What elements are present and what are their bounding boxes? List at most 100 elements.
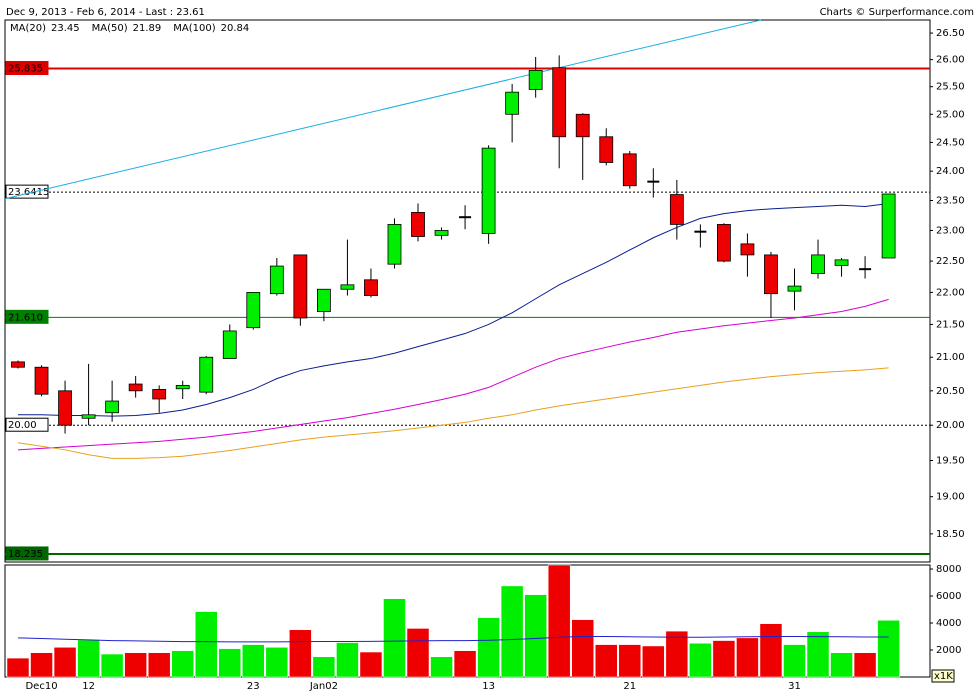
candle-body xyxy=(834,259,849,266)
candle-body xyxy=(881,193,896,259)
volume-bar xyxy=(571,619,594,678)
x-tick-label: 12 xyxy=(82,681,95,692)
legend-name: MA(20) xyxy=(10,23,46,34)
volume-bar xyxy=(6,657,30,678)
y-tick-label: 26.50 xyxy=(936,28,965,39)
x-tick-label: Dec10 xyxy=(25,681,57,692)
volume-bar xyxy=(336,642,359,678)
level-label: 25.835 xyxy=(8,63,43,74)
y-tick-label: 23.00 xyxy=(936,225,965,236)
volume-bar xyxy=(759,623,783,678)
volume-bar xyxy=(595,644,618,678)
candle-body xyxy=(740,243,755,256)
x-tick-label: 21 xyxy=(623,681,636,692)
volume-bar xyxy=(265,647,289,678)
candle-body xyxy=(11,361,25,368)
trendline xyxy=(4,19,761,200)
volume-bar xyxy=(524,594,547,678)
y-tick-label: 20.00 xyxy=(936,420,965,431)
y-tick-label: 25.50 xyxy=(936,82,965,93)
level-label-box xyxy=(5,546,49,561)
y-tick-label: 23.50 xyxy=(936,195,965,206)
volume-bar xyxy=(547,564,571,678)
candle-body xyxy=(81,414,96,419)
candle-body xyxy=(811,254,825,274)
legend-value: 21.89 xyxy=(133,23,162,34)
candle-body xyxy=(58,390,72,426)
volume-bar xyxy=(877,620,900,678)
candle-body xyxy=(717,224,731,262)
x-tick-label: Jan02 xyxy=(309,681,338,692)
y-tick-label: 8000 xyxy=(936,564,961,575)
legend-name: MA(100) xyxy=(173,23,215,34)
volume-bar xyxy=(100,653,124,678)
candle-body xyxy=(622,153,637,187)
legend-value: 23.45 xyxy=(51,23,80,34)
y-tick-label: 21.00 xyxy=(936,352,965,363)
candle-body xyxy=(599,136,614,163)
level-label-box xyxy=(5,417,49,432)
volume-bar xyxy=(783,644,806,678)
candle-body xyxy=(505,91,520,115)
y-tick-label: 22.00 xyxy=(936,287,965,298)
volume-bar xyxy=(500,585,524,678)
candle-body xyxy=(364,279,378,296)
volume-bar xyxy=(618,644,642,678)
candle-body xyxy=(152,389,167,400)
y-tick-label: 24.50 xyxy=(936,137,965,148)
candle-body xyxy=(293,254,308,319)
candle-body xyxy=(481,147,496,234)
candle-body xyxy=(175,384,190,390)
volume-bar xyxy=(477,617,500,678)
volume-bar xyxy=(406,628,430,678)
volume-bar xyxy=(312,656,336,678)
volume-bar xyxy=(642,645,665,678)
volume-bar xyxy=(53,647,77,678)
volume-bar xyxy=(359,651,383,678)
volume-bar xyxy=(736,637,759,678)
x-tick-label: 13 xyxy=(482,681,495,692)
x-tick-label: 31 xyxy=(788,681,801,692)
volume-bar xyxy=(383,598,406,678)
volume-bar xyxy=(665,630,689,678)
volume-bar xyxy=(830,652,853,678)
candle-body xyxy=(199,356,214,393)
volume-bar xyxy=(147,652,171,678)
volume-average xyxy=(17,636,889,643)
volume-bar xyxy=(124,652,147,678)
legend-value: 20.84 xyxy=(221,23,250,34)
candle-body xyxy=(434,230,449,236)
y-tick-label: 20.50 xyxy=(936,386,965,397)
y-tick-label: 18.50 xyxy=(936,529,965,540)
volume-bar xyxy=(453,650,477,678)
y-tick-label: 24.00 xyxy=(936,166,965,177)
unit-label: x1K xyxy=(934,671,953,682)
volume-bar xyxy=(30,652,53,678)
level-label-box xyxy=(5,60,49,75)
candle-body xyxy=(128,383,143,392)
moving-average xyxy=(17,367,889,459)
volume-bar xyxy=(194,611,218,678)
volume-bar xyxy=(853,652,877,678)
candle-body xyxy=(316,288,331,312)
volume-bar xyxy=(689,643,712,678)
candle-body xyxy=(411,212,425,237)
candle-body xyxy=(222,330,237,359)
volume-bar xyxy=(77,639,100,678)
candle-body xyxy=(669,194,684,225)
candle-body xyxy=(764,254,778,295)
unit-box xyxy=(931,669,955,683)
volume-bar xyxy=(171,650,194,678)
candle-body xyxy=(105,400,120,414)
y-tick-label: 4000 xyxy=(936,618,961,629)
chart-title: Dec 9, 2013 - Feb 6, 2014 - Last : 23.61 xyxy=(6,7,205,18)
candle-body xyxy=(246,292,261,329)
candle-body xyxy=(34,366,49,395)
candle-body xyxy=(575,113,590,138)
y-tick-label: 19.50 xyxy=(936,455,965,466)
legend-name: MA(50) xyxy=(92,23,128,34)
x-tick-label: 23 xyxy=(247,681,260,692)
y-tick-label: 6000 xyxy=(936,591,961,602)
